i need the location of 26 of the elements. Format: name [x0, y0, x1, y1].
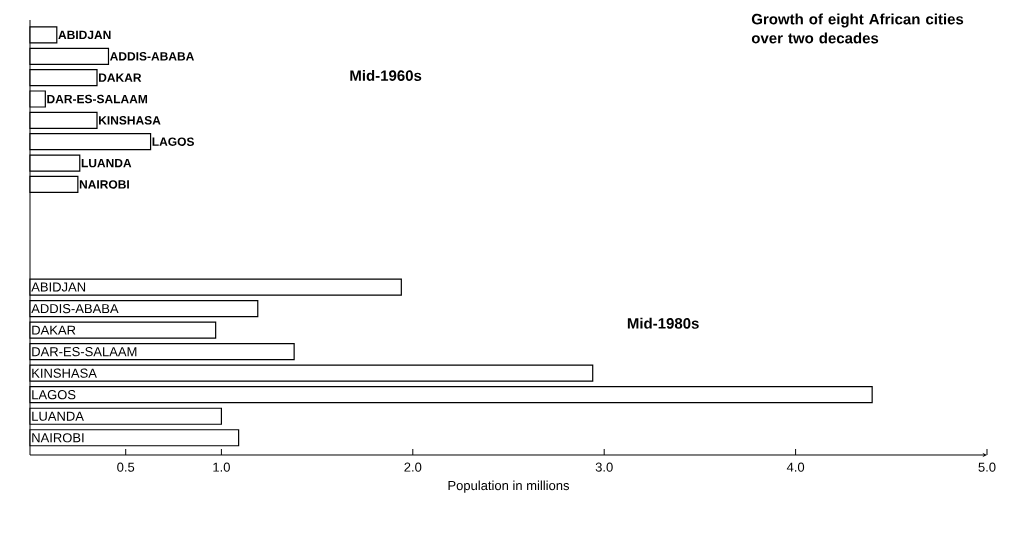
y-tick-label: ABIDJAN: [31, 282, 86, 292]
y-tick-label: DAR-ES-SALAAM: [32, 347, 137, 357]
y-tick-label: LAGOS: [152, 137, 194, 146]
y-tick-label: NAIROBI: [32, 433, 84, 443]
y-tick-label: DAKAR: [99, 73, 142, 82]
y-tick-label: LAGOS: [32, 390, 76, 400]
x-tick-label: 2.0: [404, 462, 422, 472]
y-tick-label: LUANDA: [81, 158, 132, 168]
y-tick-label: LUANDA: [32, 411, 84, 421]
y-tick-label: DAKAR: [32, 325, 76, 335]
x-tick-label: 1.0: [213, 462, 230, 472]
annotation: Mid-1980s: [627, 317, 699, 329]
y-tick-label: NAIROBI: [79, 180, 129, 189]
x-axis-title: Population in millions: [448, 480, 570, 493]
y-tick-label: DAR-ES-SALAAM: [47, 94, 148, 104]
x-tick-label: 3.0: [595, 462, 613, 472]
y-tick-label: ADDIS-ABABA: [31, 303, 119, 314]
y-tick-label: KINSHASA: [32, 368, 97, 378]
x-tick-label: 0.5: [117, 462, 135, 472]
y-tick-label: KINSHASA: [99, 116, 161, 125]
chart-title: Growth of eight African cities over two decades: [751, 13, 964, 44]
y-tick-label: ABIDJAN: [58, 30, 111, 40]
y-tick-label: ADDIS-ABABA: [109, 52, 195, 61]
x-tick-label: 4.0: [786, 462, 805, 472]
annotation: Mid-1960s: [350, 69, 422, 81]
x-tick-label: 5.0: [978, 462, 996, 472]
